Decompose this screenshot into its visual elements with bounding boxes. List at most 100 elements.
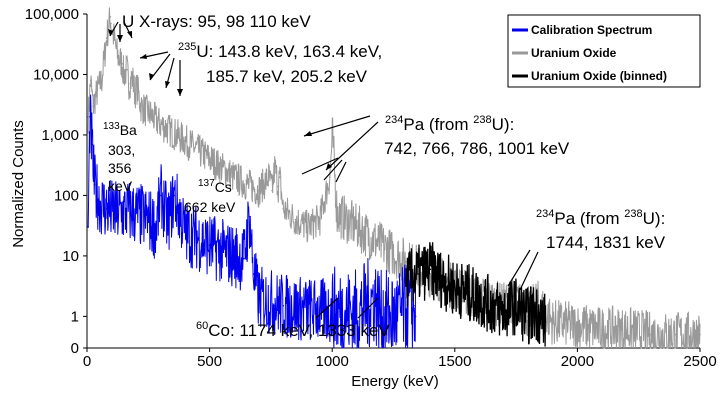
data-point (126, 68, 128, 71)
legend-label-uranium-binned: Uranium Oxide (binned) (531, 69, 667, 83)
data-point (113, 37, 115, 39)
data-point (131, 76, 134, 78)
x-tick-label: 2500 (683, 353, 716, 370)
data-point (552, 321, 554, 324)
x-tick-label: 1500 (438, 353, 471, 370)
data-point (115, 212, 118, 215)
x-tick-label: 500 (197, 353, 222, 370)
data-point (699, 333, 701, 336)
data-point (167, 222, 169, 224)
x-tick-label: 0 (83, 353, 91, 370)
legend-box (507, 14, 701, 88)
annotation-cs137-energy: 662 keV (184, 199, 236, 215)
data-point (134, 91, 136, 94)
annotation-u-xrays: U X-rays: 95, 98 110 keV (122, 12, 311, 31)
data-point (233, 255, 235, 257)
data-point (140, 105, 142, 107)
data-point (355, 226, 358, 228)
data-point (380, 244, 383, 247)
y-tick-label: 1,000 (41, 127, 79, 144)
annotation-ba133: 133Ba (103, 121, 137, 138)
x-axis-label: Energy (keV) (351, 373, 439, 390)
y-tick-label: 0 (71, 340, 79, 357)
y-tick-label: 1 (71, 308, 79, 325)
data-point (136, 87, 139, 89)
data-point (87, 226, 89, 228)
annotation-u235-line2: 185.7 keV, 205.2 keV (206, 67, 368, 86)
data-point (413, 304, 415, 307)
data-point (127, 83, 130, 85)
data-point (233, 176, 235, 178)
data-point (93, 184, 96, 186)
annotation-arrowheads (108, 29, 332, 170)
data-point (125, 210, 127, 212)
data-point (271, 189, 273, 192)
data-point (319, 218, 321, 221)
data-point (105, 37, 108, 39)
y-tick-label: 100,000 (25, 6, 79, 23)
data-point (466, 291, 468, 294)
y-tick-label: 10 (62, 248, 79, 265)
data-point (405, 261, 407, 263)
data-point (454, 286, 456, 289)
annotation-pa234-line2: 742, 766, 786, 1001 keV (384, 139, 570, 158)
data-point (513, 304, 516, 307)
data-point (89, 79, 92, 82)
data-point (380, 315, 383, 318)
data-point (441, 279, 444, 281)
data-point (184, 231, 186, 233)
data-point (252, 273, 255, 275)
data-point (196, 236, 199, 239)
data-point (96, 91, 98, 94)
data-point (625, 329, 628, 331)
data-point (123, 73, 125, 76)
data-point (248, 215, 251, 218)
data-point (274, 165, 276, 168)
data-point (328, 176, 331, 178)
data-point (116, 55, 119, 58)
data-point (208, 244, 211, 247)
annotation-ba356: 356 (108, 160, 132, 176)
data-point (159, 123, 162, 126)
data-point (601, 329, 603, 331)
annotation-co60: 60Co: 1174 keV, 1333 keV (196, 320, 390, 340)
data-point (160, 194, 163, 197)
y-tick-label: 10,000 (33, 66, 79, 83)
series-line-uranium-oxide-binned (405, 242, 547, 347)
data-point (527, 315, 530, 318)
data-point (306, 226, 309, 228)
series-line-calibration-spectrum (87, 94, 417, 349)
annotation-u235-line1: 235U: 143.8 keV, 163.4 keV, (178, 41, 382, 61)
data-point (109, 15, 112, 18)
data-point (257, 189, 260, 192)
data-point (105, 208, 108, 210)
legend: Calibration Spectrum Uranium Oxide Urani… (507, 14, 701, 88)
data-point (294, 218, 297, 221)
data-point (576, 324, 579, 327)
data-point (417, 273, 419, 275)
data-point (405, 279, 407, 281)
data-point (503, 310, 505, 313)
data-point (535, 310, 537, 313)
data-point (414, 315, 417, 318)
data-point (544, 321, 547, 324)
y-tick-label: 100 (54, 187, 79, 204)
data-point (268, 176, 270, 178)
data-point (336, 212, 338, 215)
data-point (374, 297, 376, 300)
data-point (91, 143, 93, 146)
data-point (92, 105, 94, 107)
annotation-ba-kev: keV (108, 178, 133, 194)
data-point (121, 63, 124, 65)
data-point (478, 297, 481, 300)
series-line-uranium-oxide (87, 7, 701, 350)
data-point (257, 297, 260, 300)
data-point (135, 212, 137, 215)
annotation-pa234-line1: 234Pa (from 238U): (385, 114, 514, 134)
data-point (243, 257, 245, 260)
data-point (154, 226, 157, 228)
data-point (110, 22, 112, 25)
data-point (674, 333, 677, 336)
data-point (282, 304, 285, 307)
data-point (490, 304, 493, 307)
